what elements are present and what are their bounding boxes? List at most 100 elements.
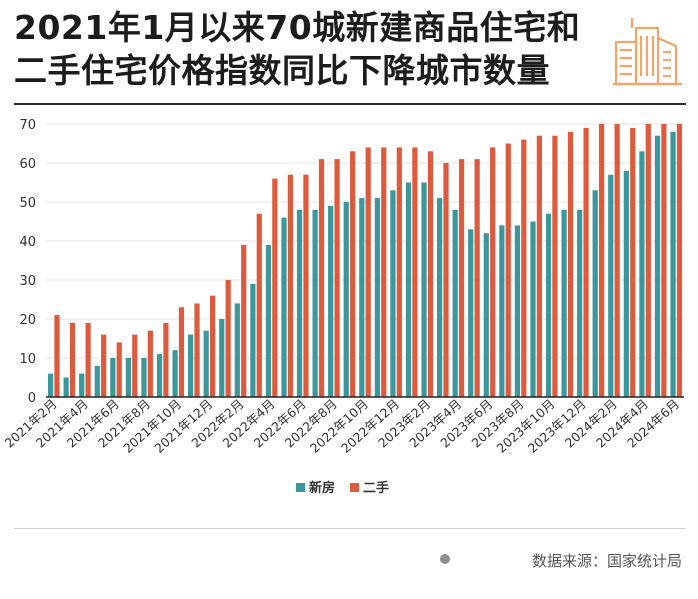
bar-new [623, 170, 629, 397]
bar-new [654, 135, 661, 397]
bar-new [79, 373, 85, 397]
bar-new [592, 190, 598, 397]
bar-new [499, 225, 505, 397]
bar-new [608, 174, 614, 397]
bar-used [645, 124, 651, 397]
bar-new [468, 229, 474, 397]
bar-new [374, 198, 380, 397]
bar-used [521, 139, 527, 397]
bar-new [110, 358, 116, 397]
bar-new [172, 350, 178, 397]
bar-new [437, 198, 443, 397]
y-tick-label: 20 [19, 313, 36, 328]
bar-new [47, 373, 54, 397]
bar-new [203, 330, 209, 397]
footer-dot [440, 554, 450, 564]
bar-used [256, 213, 262, 397]
bar-new [281, 217, 287, 397]
bar-used [241, 244, 247, 397]
bar-used [458, 159, 465, 397]
bar-new [530, 221, 536, 397]
legend-label-used: 二手 [363, 480, 389, 496]
bar-new [234, 303, 240, 397]
bar-used [552, 135, 558, 397]
bar-new [312, 209, 318, 397]
bar-used [536, 135, 542, 397]
bar-used [272, 178, 278, 397]
y-tick-label: 70 [19, 118, 36, 133]
bar-new [561, 209, 567, 397]
bar-used [427, 151, 434, 397]
bar-used [630, 127, 636, 398]
bar-used [209, 295, 216, 397]
bar-used [178, 307, 185, 397]
bar-used [381, 147, 387, 397]
bar-used [163, 322, 169, 397]
bar-used [147, 330, 153, 397]
chart-title-line-1: 2021年1月以来70城新建商品住宅和 [14, 8, 581, 47]
bar-new [483, 233, 489, 397]
bar-new [343, 202, 349, 397]
bar-new [670, 131, 676, 398]
bar-used [505, 143, 511, 397]
bar-used [334, 159, 340, 397]
header-divider [14, 103, 686, 105]
chart-title-line-2: 二手住宅价格指数同比下降城市数量 [14, 51, 550, 90]
bar-used [412, 147, 418, 397]
y-tick-label: 50 [19, 196, 36, 211]
building-icon [610, 12, 686, 92]
bar-used [583, 127, 589, 398]
bar-used [85, 322, 91, 397]
bar-used [101, 334, 107, 397]
chart-title: 2021年1月以来70城新建商品住宅和 二手住宅价格指数同比下降城市数量 [14, 6, 614, 92]
source-note: 数据来源：国家统计局 [531, 552, 682, 570]
bar-used [614, 124, 620, 397]
bar-new [359, 198, 365, 397]
bar-new [250, 283, 256, 397]
bar-used [567, 131, 574, 398]
bar-used [443, 163, 449, 397]
bar-used [303, 174, 309, 397]
bar-new [265, 244, 272, 397]
bar-used [132, 334, 138, 397]
bar-new [328, 205, 334, 397]
y-tick-label: 60 [19, 157, 36, 172]
bar-new [141, 358, 147, 397]
bar-new [390, 190, 396, 397]
bar-used [365, 147, 371, 397]
bar-new [156, 354, 163, 397]
y-tick-label: 40 [19, 235, 36, 250]
bar-used [599, 124, 605, 397]
bar-used [287, 174, 293, 397]
bar-chart: 0102030405060702021年2月2021年4月2021年6月2021… [2, 118, 684, 496]
bar-new [514, 225, 521, 397]
bar-new [545, 213, 552, 397]
bar-new [125, 358, 131, 397]
bar-new [188, 334, 194, 397]
legend-swatch-used [350, 483, 359, 492]
bar-new [639, 151, 645, 397]
y-tick-label: 0 [28, 391, 36, 406]
bar-used [194, 303, 200, 397]
footer-divider [14, 528, 686, 529]
bar-used [474, 159, 480, 397]
bar-new [94, 365, 100, 397]
bar-new [577, 209, 583, 397]
bar-new [296, 209, 303, 397]
bar-new [63, 377, 69, 397]
bar-used [69, 322, 76, 397]
legend-swatch-new [296, 483, 305, 492]
bar-used [490, 147, 496, 397]
bar-new [405, 182, 412, 397]
bar-used [396, 147, 402, 397]
bar-new [452, 209, 458, 397]
bar-used [661, 124, 667, 397]
bar-new [421, 182, 427, 397]
bar-used [318, 159, 325, 397]
bar-used [225, 280, 231, 397]
bar-new [219, 319, 225, 397]
legend-label-new: 新房 [309, 480, 335, 496]
bar-used [676, 124, 683, 397]
y-tick-label: 30 [19, 274, 36, 289]
y-tick-label: 10 [19, 352, 36, 367]
